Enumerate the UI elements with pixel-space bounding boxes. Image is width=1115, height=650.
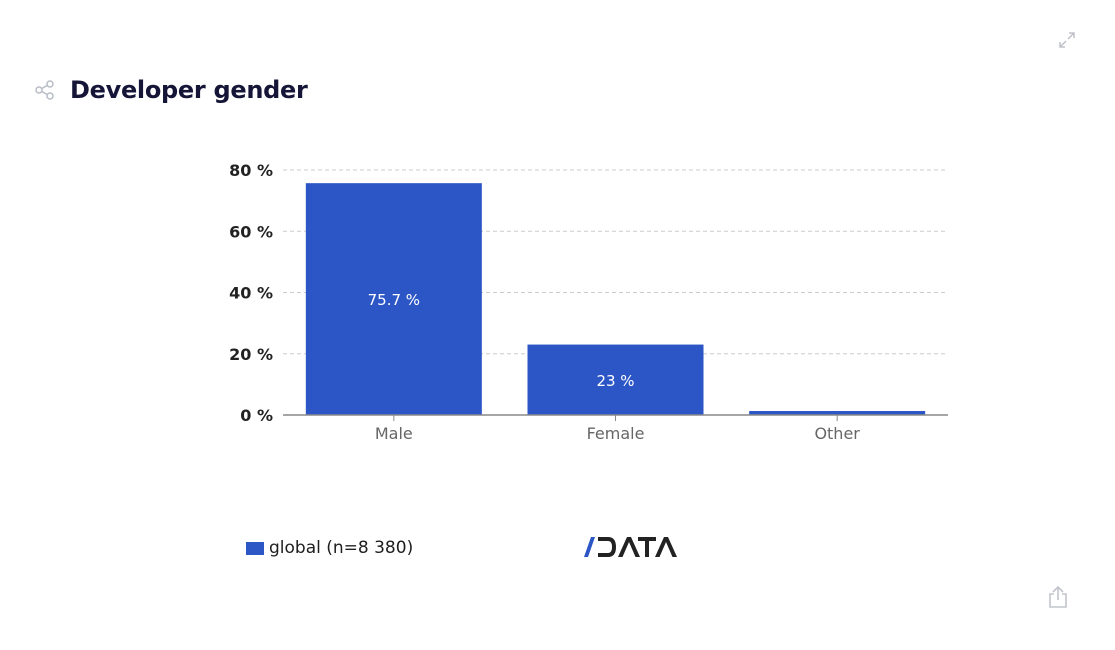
legend-label: global (n=8 380) <box>269 538 414 558</box>
bar-value-label: 75.7 % <box>368 291 420 309</box>
y-tick-label: 0 % <box>240 406 273 425</box>
bar-female[interactable] <box>527 344 704 415</box>
expand-icon[interactable] <box>1058 31 1076 49</box>
share-icon[interactable] <box>34 79 56 101</box>
y-tick-label: 60 % <box>229 222 273 241</box>
data-logo: /DATA <box>584 537 677 557</box>
x-tick-label: Other <box>814 424 860 443</box>
x-tick-label: Female <box>587 424 645 443</box>
y-tick-label: 20 % <box>229 345 273 364</box>
bar-male[interactable] <box>305 183 482 415</box>
legend[interactable]: global (n=8 380) <box>246 538 413 558</box>
bar-value-label: 23 % <box>596 372 634 390</box>
x-tick-label: Male <box>375 424 413 443</box>
y-tick-label: 40 % <box>229 284 273 303</box>
legend-swatch <box>246 541 264 555</box>
chart-title: Developer gender <box>70 76 308 104</box>
y-tick-label: 80 % <box>229 161 273 180</box>
chart-header: Developer gender <box>34 74 308 106</box>
bar-other[interactable] <box>749 411 926 415</box>
export-icon[interactable] <box>1047 585 1069 609</box>
